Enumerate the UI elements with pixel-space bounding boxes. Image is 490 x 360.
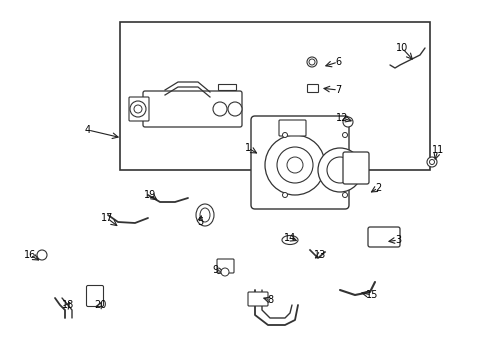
Circle shape <box>309 59 315 65</box>
Text: 8: 8 <box>267 295 273 305</box>
Text: 19: 19 <box>144 190 156 200</box>
Circle shape <box>213 102 227 116</box>
Circle shape <box>130 101 146 117</box>
Text: 9: 9 <box>212 265 218 275</box>
Text: 13: 13 <box>314 250 326 260</box>
Text: 3: 3 <box>395 235 401 245</box>
Circle shape <box>327 157 353 183</box>
Text: 16: 16 <box>24 250 36 260</box>
Ellipse shape <box>282 235 298 244</box>
FancyBboxPatch shape <box>217 259 234 273</box>
Circle shape <box>134 105 142 113</box>
Text: 2: 2 <box>375 183 381 193</box>
Circle shape <box>343 117 353 127</box>
FancyBboxPatch shape <box>368 227 400 247</box>
Text: 20: 20 <box>94 300 106 310</box>
Text: 1: 1 <box>245 143 251 153</box>
Text: 15: 15 <box>366 290 378 300</box>
FancyBboxPatch shape <box>129 97 149 121</box>
Text: 14: 14 <box>284 233 296 243</box>
FancyBboxPatch shape <box>279 120 306 136</box>
Text: 18: 18 <box>62 300 74 310</box>
FancyBboxPatch shape <box>308 85 319 93</box>
FancyBboxPatch shape <box>143 91 242 127</box>
Circle shape <box>318 148 362 192</box>
Circle shape <box>277 147 313 183</box>
Text: 10: 10 <box>396 43 408 53</box>
Bar <box>120 22 430 170</box>
Circle shape <box>283 193 288 198</box>
Bar <box>218 84 236 90</box>
Circle shape <box>283 132 288 138</box>
Ellipse shape <box>196 204 214 226</box>
Circle shape <box>265 135 325 195</box>
FancyBboxPatch shape <box>248 292 268 306</box>
Circle shape <box>221 268 229 276</box>
FancyBboxPatch shape <box>87 285 103 306</box>
Text: 6: 6 <box>335 57 341 67</box>
Circle shape <box>430 159 435 165</box>
Text: 7: 7 <box>335 85 341 95</box>
FancyBboxPatch shape <box>343 152 369 184</box>
Text: 12: 12 <box>336 113 348 123</box>
Circle shape <box>287 157 303 173</box>
Circle shape <box>37 250 47 260</box>
Text: 17: 17 <box>101 213 113 223</box>
Text: 4: 4 <box>85 125 91 135</box>
FancyBboxPatch shape <box>251 116 349 209</box>
Circle shape <box>427 157 437 167</box>
Circle shape <box>307 57 317 67</box>
Circle shape <box>343 193 347 198</box>
Text: 11: 11 <box>432 145 444 155</box>
Circle shape <box>228 102 242 116</box>
Text: 5: 5 <box>197 217 203 227</box>
Ellipse shape <box>200 208 210 222</box>
Circle shape <box>343 132 347 138</box>
